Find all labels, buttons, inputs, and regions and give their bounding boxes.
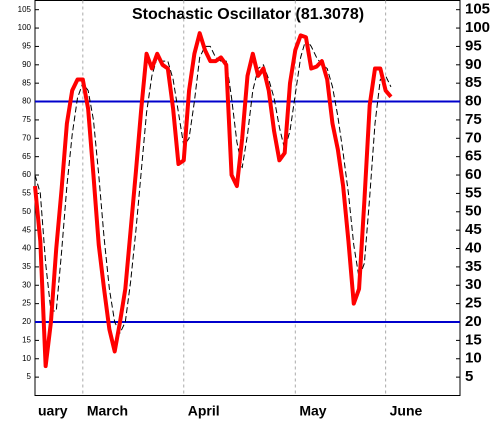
y-tick-label-left: 30 [22,280,31,289]
y-tick-label-right: 80 [465,93,482,110]
y-tick-label-left: 15 [22,335,31,344]
y-tick-label-right: 55 [465,184,482,201]
y-tick-label-left: 10 [22,354,31,363]
y-tick-label-right: 75 [465,111,482,128]
y-tick-label-left: 105 [18,5,32,14]
y-tick-label-right: 10 [465,350,482,367]
y-tick-label-right: 30 [465,276,482,293]
y-tick-label-left: 45 [22,225,31,234]
y-tick-label-left: 80 [22,97,31,106]
y-tick-label-left: 20 [22,317,31,326]
x-tick-label: May [299,403,326,419]
y-tick-label-left: 5 [27,372,32,381]
series-line [33,31,393,369]
chart-title: Stochastic Oscillator (81.3078) [132,6,364,23]
y-tick-label-right: 15 [465,331,482,348]
y-tick-label-left: 25 [22,299,31,308]
y-tick-label-right: 100 [465,19,490,36]
y-tick-label-left: 50 [22,207,31,216]
y-tick-label-right: 65 [465,148,482,165]
y-tick-label-right: 40 [465,239,482,256]
y-tick-label-right: 60 [465,166,482,183]
plot-frame [34,0,461,396]
y-tick-label-right: 85 [465,74,482,91]
y-tick-label-right: 90 [465,56,482,73]
series-line [34,38,392,334]
y-tick-label-right: 5 [465,368,473,385]
y-tick-label-right: 45 [465,221,482,238]
y-tick-label-left: 35 [22,262,31,271]
y-tick-label-right: 25 [465,295,482,312]
y-tick-label-right: 50 [465,203,482,220]
y-tick-label-left: 65 [22,152,31,161]
y-tick-label-left: 55 [22,189,31,198]
y-tick-label-right: 20 [465,313,482,330]
x-tick-label: uary [38,403,68,419]
y-tick-label-right: 35 [465,258,482,275]
x-tick-label: April [188,403,220,419]
y-tick-label-left: 85 [22,78,31,87]
y-tick-label-left: 100 [18,23,32,32]
y-tick-label-right: 70 [465,129,482,146]
y-tick-label-right: 105 [465,1,490,18]
y-tick-label-left: 40 [22,244,31,253]
y-tick-label-left: 75 [22,115,31,124]
x-tick-label: June [390,403,423,419]
x-tick-label: March [87,403,128,419]
y-tick-label-left: 90 [22,60,31,69]
y-tick-label-right: 95 [465,37,482,54]
y-tick-label-left: 60 [22,170,31,179]
y-tick-label-left: 95 [22,42,31,51]
y-tick-label-left: 70 [22,133,31,142]
